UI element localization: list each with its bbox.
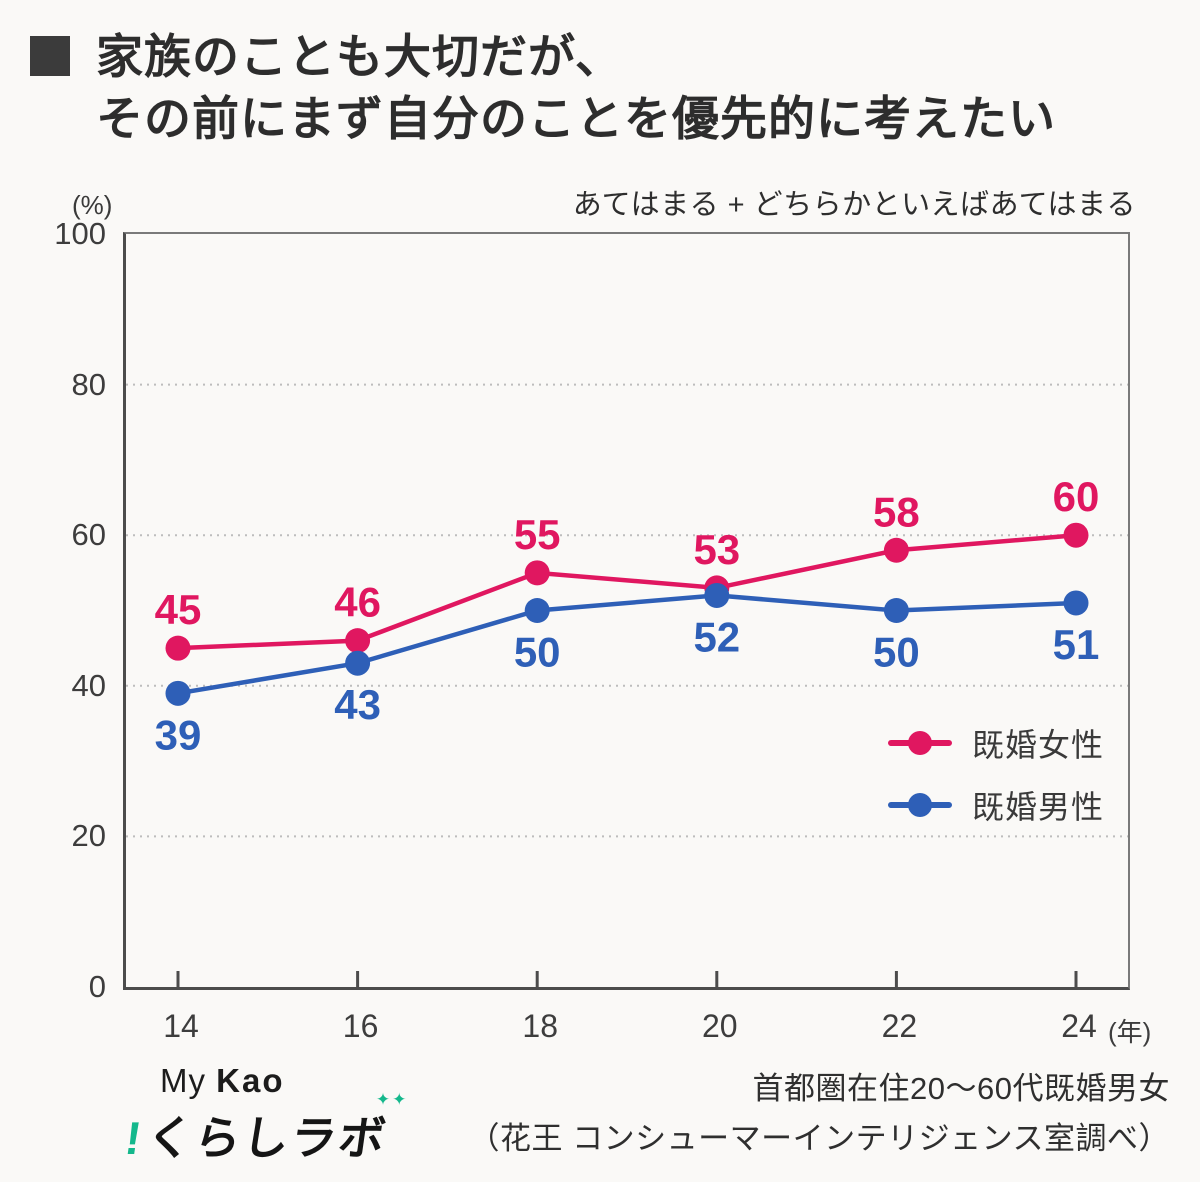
source-line2: （花王 コンシューマーインテリジェンス室調べ） xyxy=(468,1121,1170,1156)
page-title: 家族のことも大切だが、 その前にまず自分のことを優先的に考えたい xyxy=(96,26,1056,150)
logo-exclamation-icon: ! xyxy=(121,1112,147,1164)
brand-logo: My Kao !くらしラボ ✦✦ xyxy=(122,1062,408,1168)
x-axis-unit-label: (年) xyxy=(1108,1017,1152,1047)
data-point-label: 43 xyxy=(334,681,381,728)
title-bullet-icon xyxy=(30,36,70,76)
series-line-1 xyxy=(177,593,1077,696)
y-tick-label: 0 xyxy=(88,969,106,1004)
logo-my-kao: My Kao xyxy=(126,1062,387,1100)
logo-kao-text: Kao xyxy=(216,1062,285,1099)
legend-label: 既婚女性 xyxy=(971,727,1104,763)
y-tick-label: 40 xyxy=(71,667,106,703)
chart-header: 家族のことも大切だが、 その前にまず自分のことを優先的に考えたい xyxy=(30,26,1056,150)
logo-kurashi-text: くらしラボ xyxy=(143,1112,391,1164)
data-point-label: 50 xyxy=(514,629,561,676)
legend: 既婚女性 既婚男性 xyxy=(887,720,1104,828)
y-axis-labels: 0 20 40 60 80 100 xyxy=(0,216,112,1004)
data-point xyxy=(1063,590,1089,616)
measure-note: あてはまる + どちらかといえばあてはまる xyxy=(572,189,1136,221)
sparkle-icon: ✦✦ xyxy=(375,1090,409,1109)
legend-label: 既婚男性 xyxy=(971,789,1104,825)
data-point xyxy=(345,650,371,676)
logo-my-text: My xyxy=(160,1062,206,1099)
legend-item-1: 既婚男性 xyxy=(887,782,1104,828)
data-point xyxy=(165,680,191,706)
y-axis-unit-label: (%) xyxy=(72,190,113,220)
data-point xyxy=(524,598,550,623)
data-point-label: 55 xyxy=(514,511,561,558)
x-tick-label: 22 xyxy=(881,1008,918,1044)
data-point xyxy=(1063,522,1089,548)
chart-title-line2: その前にまず自分のことを優先的に考えたい xyxy=(96,92,1056,145)
x-tick-label: 20 xyxy=(702,1008,738,1044)
data-point-label: 50 xyxy=(873,629,920,676)
data-point xyxy=(883,537,909,563)
chart-canvas: 45 46 55 53 58 60 39 43 50 52 50 51 xyxy=(126,383,1128,987)
x-tick-label: 24 xyxy=(1061,1008,1097,1044)
x-tick-label: 14 xyxy=(163,1008,199,1044)
legend-dot xyxy=(907,731,932,755)
x-tick-label: 16 xyxy=(342,1008,379,1044)
source-note: 首都圏在住20〜60代既婚男女 （花王 コンシューマーインテリジェンス室調べ） xyxy=(469,1064,1171,1164)
x-tick-label: 18 xyxy=(522,1008,558,1044)
logo-kurashi-lab: !くらしラボ ✦✦ xyxy=(121,1090,408,1168)
legend-marker-icon xyxy=(887,782,952,828)
data-point xyxy=(524,560,550,586)
data-point-label: 58 xyxy=(873,488,920,535)
y-tick-label: 100 xyxy=(54,216,106,251)
y-tick-label: 80 xyxy=(71,366,106,402)
data-point xyxy=(704,582,730,608)
plot-area: 45 46 55 53 58 60 39 43 50 52 50 51 既婚女性既婚男性 xyxy=(123,232,1130,990)
legend-marker-icon xyxy=(887,720,952,766)
data-point xyxy=(883,598,909,623)
data-point xyxy=(165,635,191,661)
series-line-0 xyxy=(177,532,1077,651)
data-point-label: 53 xyxy=(693,526,740,573)
source-line1: 首都圏在住20〜60代既婚男女 xyxy=(752,1071,1170,1106)
chart-title-line1: 家族のことも大切だが、 xyxy=(96,30,624,83)
data-point-label: 46 xyxy=(334,579,381,626)
y-tick-label: 20 xyxy=(71,818,106,854)
data-point-label: 51 xyxy=(1053,621,1100,668)
legend-dot xyxy=(907,793,932,817)
legend-item-0: 既婚女性 xyxy=(887,720,1104,766)
data-point-label: 60 xyxy=(1053,473,1100,520)
data-point-label: 39 xyxy=(155,711,202,758)
data-point-label: 52 xyxy=(693,613,740,660)
data-point-label: 45 xyxy=(155,586,202,633)
x-axis-labels: 14 16 18 20 22 24 xyxy=(126,1004,1133,1050)
y-tick-label: 60 xyxy=(71,517,106,553)
data-point xyxy=(345,628,371,654)
